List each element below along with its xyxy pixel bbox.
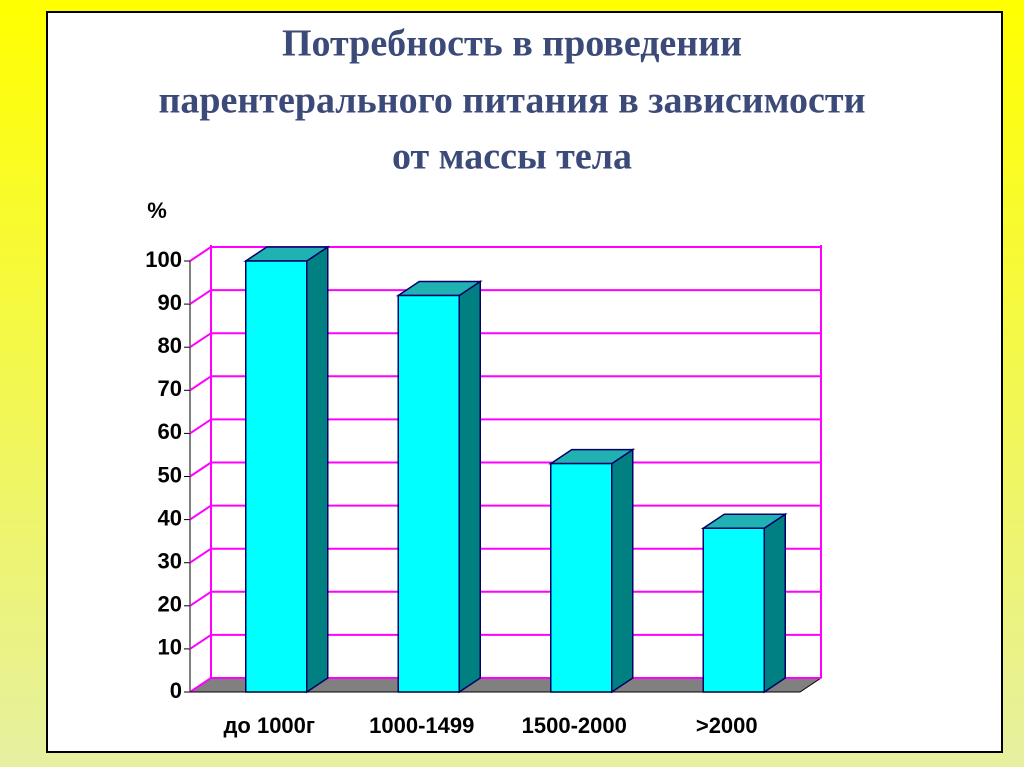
- y-tick-label: 40: [158, 505, 182, 530]
- bar-side: [611, 448, 634, 694]
- y-tick-label: 20: [158, 592, 182, 617]
- y-tick-label: 100: [145, 247, 182, 272]
- bar-side: [763, 512, 786, 694]
- grid-line: [189, 461, 212, 478]
- grid-line: [189, 547, 212, 564]
- bar: [397, 294, 460, 693]
- panel: [46, 11, 1003, 753]
- bar: [245, 260, 308, 693]
- grid-line: [189, 677, 212, 693]
- grid-line: [189, 634, 212, 650]
- x-tick-label: 1000-1499: [369, 713, 474, 738]
- chart-title: от массы тела: [392, 136, 632, 178]
- y-tick-label: 60: [158, 419, 182, 444]
- y-axis-label: %: [147, 198, 167, 223]
- y-tick-label: 70: [158, 376, 182, 401]
- grid-line: [189, 289, 212, 305]
- grid-line: [189, 504, 212, 521]
- grid-line: [189, 375, 212, 392]
- y-tick-label: 50: [158, 462, 182, 487]
- grid-line: [189, 332, 212, 349]
- grid-line: [189, 246, 212, 262]
- grid-line: [189, 418, 212, 435]
- y-tick-label: 0: [170, 678, 182, 703]
- bar: [702, 527, 765, 693]
- x-tick-label: до 1000г: [223, 713, 315, 738]
- y-tick-label: 90: [158, 290, 182, 315]
- bar-side: [306, 245, 329, 694]
- y-tick-label: 30: [158, 549, 182, 574]
- x-tick-label: 1500-2000: [522, 713, 627, 738]
- chart-title: Потребность в проведении: [282, 23, 742, 65]
- chart-title: парентерального питания в зависимости: [159, 80, 866, 122]
- y-tick-label: 10: [158, 635, 182, 660]
- y-tick-label: 80: [158, 333, 182, 358]
- bar-side: [458, 280, 481, 694]
- x-tick-label: >2000: [696, 713, 758, 738]
- grid-line: [189, 590, 212, 607]
- bar: [550, 462, 613, 693]
